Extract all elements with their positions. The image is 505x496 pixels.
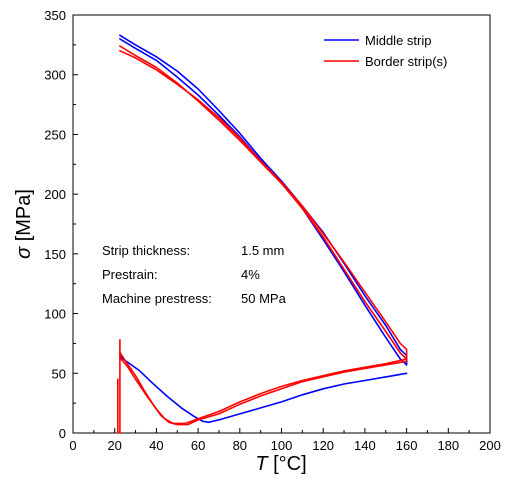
plot-frame <box>72 14 491 434</box>
y-tick-label: 350 <box>44 8 66 23</box>
x-tick-label: 180 <box>437 438 459 453</box>
x-tick-label: 80 <box>233 438 247 453</box>
x-tick-label: 100 <box>271 438 293 453</box>
x-axis-title: T [°C] <box>255 453 306 475</box>
annotation-value-thickness: 1.5 mm <box>241 243 284 258</box>
series-border-strip-s-segment-0 <box>119 45 408 360</box>
annotation-block: Strip thickness: 1.5 mm Prestrain: 4% Ma… <box>102 243 287 306</box>
y-tick-label: 150 <box>44 247 66 262</box>
x-tick-label: 140 <box>354 438 376 453</box>
y-tick-label: 100 <box>44 307 66 322</box>
annotation-label-prestress: Machine prestress: <box>102 291 212 306</box>
x-tick-label: 200 <box>479 438 501 453</box>
y-tick-label: 300 <box>44 68 66 83</box>
x-tick-label: 0 <box>69 438 76 453</box>
annotation-value-prestrain: 4% <box>241 267 260 282</box>
series-middle-strip-segment-1 <box>119 354 408 424</box>
series-border-strip-s-segment-1 <box>119 354 408 425</box>
y-axis-title: σ [MPa] <box>13 189 35 259</box>
series-border-strip-s-segment-2 <box>119 350 408 426</box>
legend-label-middle-strip: Middle strip <box>365 33 431 48</box>
ticks-layer: 0 20 40 60 80 100 120 140 160 180 200 0 50 100 150 200 2… <box>44 8 501 453</box>
x-tick-label: 120 <box>312 438 334 453</box>
x-tick-label: 60 <box>191 438 205 453</box>
series-middle-strip-segment-0 <box>119 34 408 366</box>
x-tick-label: 160 <box>396 438 418 453</box>
series-layer <box>117 34 408 434</box>
legend: Middle strip Border strip(s) <box>324 33 447 69</box>
y-tick-label: 200 <box>44 187 66 202</box>
annotation-label-prestrain: Prestrain: <box>102 267 158 282</box>
y-tick-label: 50 <box>52 366 66 381</box>
annotation-value-prestress: 50 MPa <box>241 291 287 306</box>
x-tick-label: 20 <box>107 438 121 453</box>
y-tick-label: 0 <box>59 426 66 441</box>
legend-label-border-strip: Border strip(s) <box>365 54 447 69</box>
annotation-label-thickness: Strip thickness: <box>102 243 190 258</box>
y-tick-label: 250 <box>44 127 66 142</box>
x-tick-label: 40 <box>149 438 163 453</box>
